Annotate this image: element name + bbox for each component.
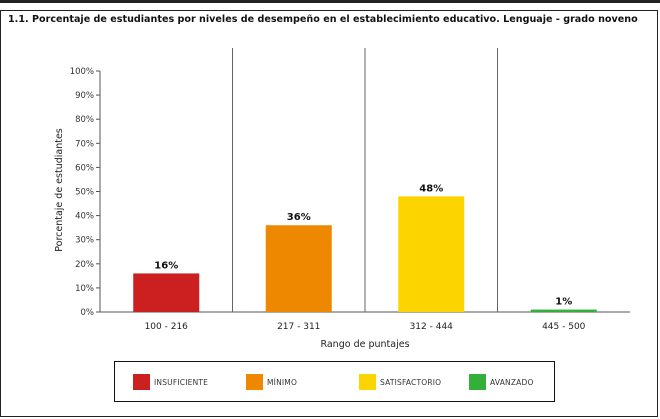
bar xyxy=(133,273,200,312)
x-tick-label: 217 - 311 xyxy=(277,322,320,332)
bar-value-label: 1% xyxy=(555,297,572,308)
bar xyxy=(530,309,597,312)
legend-item: AVANZADO xyxy=(469,374,534,390)
legend-label: SATISFACTORIO xyxy=(380,377,442,387)
x-tick-label: 100 - 216 xyxy=(145,322,189,332)
y-tick-label: 70% xyxy=(75,139,94,149)
y-tick-label: 60% xyxy=(75,163,94,173)
legend-swatch xyxy=(469,374,486,390)
legend-swatch xyxy=(133,374,150,390)
x-axis-label: Rango de puntajes xyxy=(320,339,409,350)
legend-swatch xyxy=(359,374,376,390)
bar-value-label: 48% xyxy=(419,183,443,194)
chart-title: 1.1. Porcentaje de estudiantes por nivel… xyxy=(8,14,638,25)
bar-value-label: 16% xyxy=(154,260,178,271)
y-tick-label: 40% xyxy=(75,212,94,222)
legend-label: MÍNIMO xyxy=(267,377,298,387)
x-tick-label: 445 - 500 xyxy=(542,322,586,332)
y-tick-label: 0% xyxy=(81,308,95,318)
legend-item: INSUFICIENTE xyxy=(133,374,208,390)
top-border xyxy=(0,0,660,3)
legend-swatch xyxy=(246,374,263,390)
legend-item: SATISFACTORIO xyxy=(359,374,441,390)
chart-frame xyxy=(0,10,658,417)
y-tick-label: 30% xyxy=(75,236,94,246)
y-tick-label: 10% xyxy=(75,284,94,294)
bar xyxy=(265,225,332,312)
x-tick-label: 312 - 444 xyxy=(410,322,454,332)
y-tick-label: 20% xyxy=(75,260,94,270)
y-tick-label: 90% xyxy=(75,91,94,101)
y-tick-label: 80% xyxy=(75,115,94,125)
legend-item: MÍNIMO xyxy=(246,374,297,390)
bar-value-label: 36% xyxy=(287,212,311,223)
y-axis-label: Porcentaje de estudiantes xyxy=(54,128,65,252)
y-tick-label: 100% xyxy=(70,67,94,77)
legend-label: INSUFICIENTE xyxy=(154,377,209,387)
legend-label: AVANZADO xyxy=(490,377,534,387)
bar xyxy=(398,196,465,312)
legend: INSUFICIENTE MÍNIMO SATISFACTORIO AVANZADO xyxy=(114,361,555,402)
bar-chart: Porcentaje de estudiantes Rango de punta… xyxy=(54,48,630,350)
y-tick-label: 50% xyxy=(75,188,94,198)
